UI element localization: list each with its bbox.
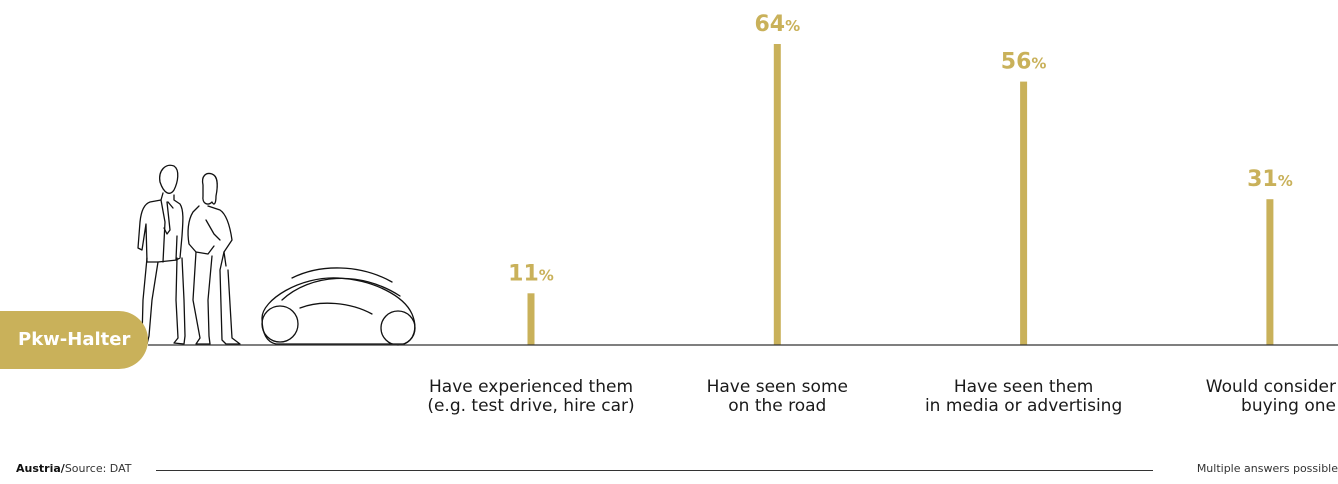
footer: Austria/Source: DAT Multiple answers pos… [16,462,1338,478]
people-icon [135,164,416,346]
bar-2 [1020,81,1028,345]
category-label-2: Have seen them in media or advertising [925,377,1122,416]
badge-label: Pkw-Halter [18,329,131,350]
category-label-1: Have seen some on the road [707,377,848,416]
category-label-3: Would consider buying one [1206,377,1336,416]
value-label-2: 56% [1001,50,1047,75]
value-label-3: 31% [1247,167,1293,192]
category-label-0: Have experienced them (e.g. test drive, h… [427,377,634,416]
bar-0 [527,293,535,345]
category-labels-group: Have experienced them (e.g. test drive, h… [427,377,1336,416]
bar-3 [1266,199,1274,345]
value-labels-group: 11% 64% 56% 31% [508,12,1293,286]
footer-note: Multiple answers possible [1196,462,1338,475]
footer-source-text: Source: DAT [64,462,132,475]
footer-rule [156,470,1153,471]
bars-group [527,44,1274,345]
bar-1 [773,44,781,345]
footer-source: Austria/Source: DAT [16,462,140,475]
value-label-1: 64% [754,12,800,37]
footer-separator: / [60,462,65,475]
footer-country: Austria [16,462,61,475]
value-label-0: 11% [508,261,554,286]
badge-background [0,311,148,369]
